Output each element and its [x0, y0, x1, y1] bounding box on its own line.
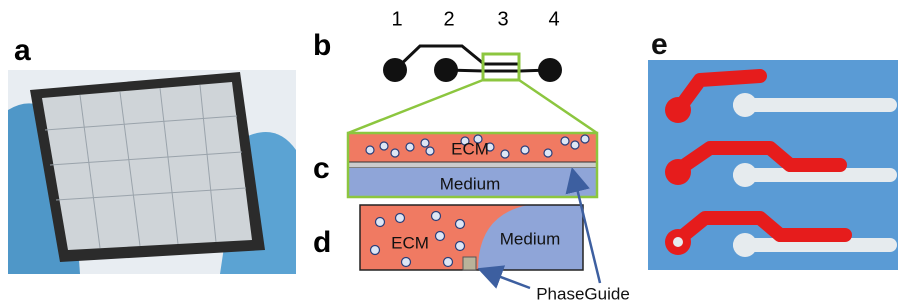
annotation: PhaseGuide [536, 284, 630, 303]
photo-chip [648, 60, 898, 270]
zoom-line [519, 80, 597, 133]
layer-label: Medium [440, 174, 500, 193]
arrow [482, 270, 530, 288]
port-number: 2 [443, 8, 454, 30]
figure: a b 1 2 3 4 c ECM Medium d [0, 0, 907, 305]
port-number: 4 [548, 8, 559, 30]
inlet [434, 58, 458, 82]
panel-label: d [313, 226, 331, 259]
port-number: 3 [497, 8, 508, 30]
panel-label: a [14, 34, 31, 67]
port-number: 1 [391, 8, 402, 30]
layer-label: ECM [451, 139, 489, 158]
panel-label: b [313, 29, 331, 62]
photo-plate [8, 70, 296, 274]
region-label: ECM [391, 233, 429, 252]
region-label: Medium [500, 229, 560, 248]
outlet [538, 58, 562, 82]
panel-label: e [651, 28, 668, 61]
panel-label: c [313, 152, 330, 185]
zoom-box [483, 54, 519, 80]
inlet [383, 58, 407, 82]
chip-schematic [395, 46, 550, 71]
zoom-line [348, 80, 483, 133]
